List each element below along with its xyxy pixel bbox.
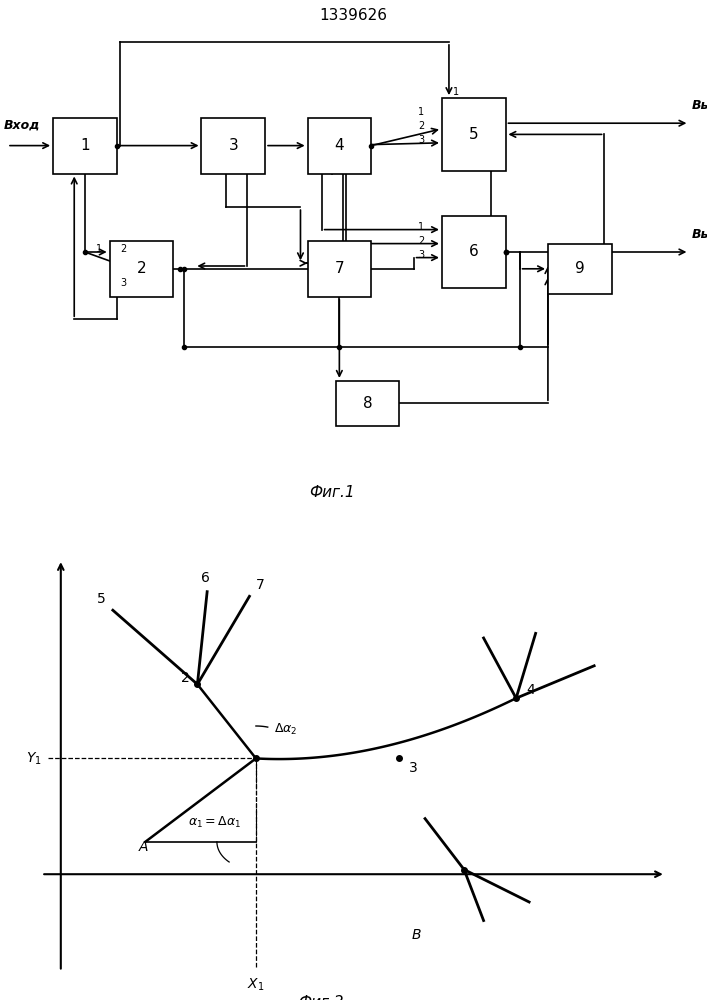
Text: $\Delta\alpha_2$: $\Delta\alpha_2$ (274, 722, 298, 737)
Text: 3: 3 (418, 250, 424, 260)
Text: 2: 2 (181, 671, 190, 685)
Text: 2: 2 (136, 261, 146, 276)
Text: Фиг.2: Фиг.2 (298, 995, 344, 1000)
Text: 3: 3 (418, 135, 424, 145)
Text: 3: 3 (228, 138, 238, 153)
Bar (442, 98, 506, 171)
Text: 3: 3 (409, 761, 418, 775)
Text: B: B (412, 928, 421, 942)
Text: 2: 2 (120, 244, 127, 254)
Text: 4: 4 (334, 138, 344, 153)
Text: 6: 6 (469, 244, 479, 259)
Text: 9: 9 (575, 261, 585, 276)
Text: 6: 6 (201, 571, 209, 585)
Text: 5: 5 (97, 592, 105, 606)
Text: Выход: Выход (691, 99, 707, 112)
Bar (110, 241, 173, 297)
Text: 3: 3 (120, 278, 127, 288)
Text: 2: 2 (418, 121, 424, 131)
Bar (336, 381, 399, 426)
Text: $\alpha_1=\Delta\alpha_1$: $\alpha_1=\Delta\alpha_1$ (187, 815, 240, 830)
Text: 4: 4 (526, 683, 534, 697)
Text: 8: 8 (363, 396, 373, 411)
Text: 5: 5 (469, 127, 479, 142)
Text: 1: 1 (452, 87, 459, 97)
Bar (308, 241, 371, 297)
Text: $Y_1$: $Y_1$ (25, 750, 41, 767)
Text: $X_1$: $X_1$ (247, 976, 264, 993)
Bar (308, 118, 371, 174)
Text: 1: 1 (80, 138, 90, 153)
Text: A: A (139, 840, 148, 854)
Text: 1: 1 (418, 107, 424, 117)
Text: Фиг.1: Фиг.1 (310, 485, 355, 500)
Bar (442, 216, 506, 288)
Bar (201, 118, 265, 174)
Text: Выход: Выход (691, 228, 707, 241)
Bar (548, 244, 612, 294)
Text: 7: 7 (256, 578, 264, 592)
Bar (53, 118, 117, 174)
Text: 2: 2 (418, 236, 424, 246)
Text: Вход: Вход (4, 119, 40, 132)
Text: 1: 1 (418, 222, 424, 232)
Text: 1339626: 1339626 (320, 8, 387, 23)
Text: 1: 1 (96, 244, 103, 254)
Text: 7: 7 (334, 261, 344, 276)
